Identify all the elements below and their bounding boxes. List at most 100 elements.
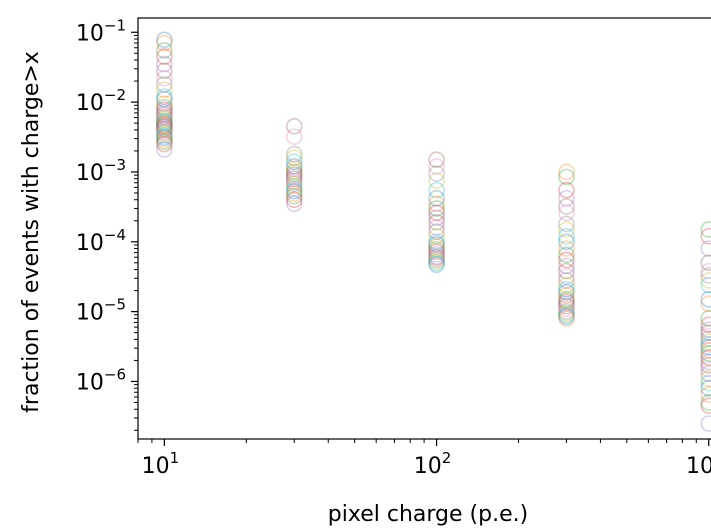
y-tick-label: 10−5 (76, 296, 126, 326)
data-point (156, 103, 173, 121)
data-point (285, 170, 303, 188)
y-tick-exponent: −1 (104, 16, 126, 34)
y-tick-base: 10 (76, 161, 104, 186)
data-point (700, 365, 711, 382)
data-point (558, 287, 575, 304)
data-point (156, 107, 173, 125)
data-point (700, 221, 711, 238)
data-point (156, 110, 173, 128)
data-point (700, 349, 711, 366)
y-tick-exponent: −5 (104, 296, 126, 314)
data-point (156, 69, 173, 87)
data-point (700, 291, 711, 308)
data-point (285, 180, 303, 197)
data-point (558, 163, 575, 181)
data-point (700, 267, 711, 284)
data-point (285, 191, 303, 209)
data-point (558, 251, 575, 269)
data-point (428, 219, 445, 236)
data-point (156, 122, 173, 139)
data-point (428, 254, 445, 272)
data-point (285, 153, 303, 171)
minor-ticks (134, 34, 697, 443)
data-point (700, 321, 711, 339)
data-point (558, 204, 575, 222)
major-ticks (131, 31, 710, 446)
data-point (156, 116, 173, 134)
y-tick-label: 10−4 (76, 226, 126, 256)
y-tick-exponent: −2 (104, 86, 126, 104)
x-tick-label: 101 (142, 449, 180, 479)
data-point (156, 118, 173, 135)
data-point (156, 98, 173, 116)
data-point (156, 90, 173, 108)
y-tick-base: 10 (76, 21, 104, 46)
data-point (428, 251, 445, 268)
data-point (428, 223, 445, 240)
data-point (428, 209, 445, 227)
data-point (700, 330, 711, 347)
data-point (558, 300, 575, 318)
data-point (156, 88, 173, 105)
data-point (156, 34, 173, 52)
data-point (428, 241, 445, 258)
data-point (285, 128, 303, 145)
x-tick-exponent: 2 (442, 449, 452, 467)
data-point (558, 291, 575, 308)
data-point (558, 262, 575, 280)
y-tick-label: 10−3 (76, 156, 126, 186)
data-point (428, 189, 445, 207)
data-point (156, 120, 173, 138)
data-point (156, 48, 173, 65)
data-point (558, 233, 575, 251)
data-point (156, 109, 173, 126)
data-point (156, 31, 173, 49)
data-point (156, 129, 173, 146)
data-point (428, 151, 445, 168)
data-point (428, 249, 445, 267)
data-point (558, 268, 575, 285)
data-point (558, 297, 575, 315)
x-tick-label: 103 (686, 449, 711, 479)
data-point (700, 345, 711, 362)
data-point (558, 308, 575, 325)
data-point (700, 357, 711, 374)
data-point (285, 168, 303, 186)
data-point (156, 115, 173, 133)
data-point (700, 295, 711, 312)
data-point (700, 353, 711, 371)
y-tick-exponent: −6 (104, 365, 126, 383)
data-point (428, 243, 445, 261)
data-point (156, 55, 173, 73)
data-points (156, 31, 711, 432)
data-point (558, 283, 575, 301)
data-point (156, 127, 173, 145)
y-tick-label: 10−1 (76, 16, 126, 46)
data-point (285, 177, 303, 195)
data-point (558, 306, 575, 324)
data-point (700, 386, 711, 403)
data-point (285, 145, 303, 163)
data-point (558, 181, 575, 199)
data-point (700, 397, 711, 414)
data-point (285, 187, 303, 205)
data-point (558, 215, 575, 233)
data-point (558, 240, 575, 257)
x-tick-label: 102 (414, 449, 452, 479)
data-point (428, 227, 445, 245)
data-point (700, 276, 711, 294)
data-point (700, 262, 711, 280)
data-point (428, 204, 445, 222)
data-point (285, 149, 303, 166)
data-point (156, 81, 173, 99)
y-tick-exponent: −3 (104, 156, 126, 174)
data-point (558, 276, 575, 294)
data-point (428, 256, 445, 273)
data-point (428, 165, 445, 182)
data-point (156, 101, 173, 118)
data-point (156, 42, 173, 59)
data-point (700, 374, 711, 392)
data-point (700, 324, 711, 341)
x-tick-base: 10 (142, 454, 170, 479)
